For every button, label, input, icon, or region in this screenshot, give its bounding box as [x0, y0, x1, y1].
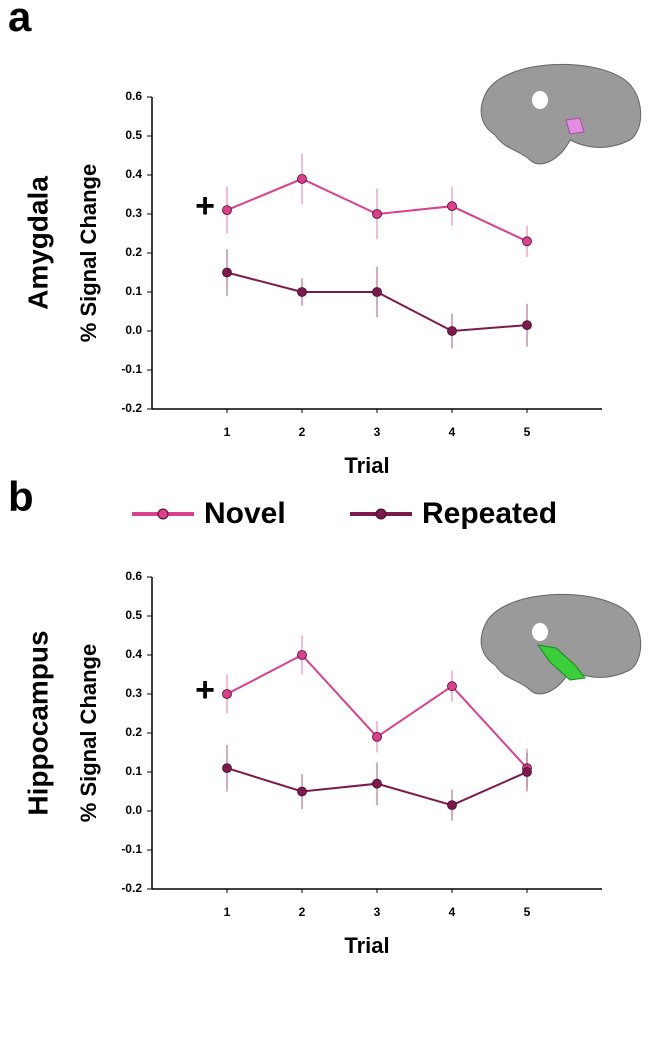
y-tick-label: 0.4	[125, 647, 142, 661]
point	[297, 287, 307, 297]
x-tick-label: 4	[449, 905, 456, 919]
x-tick-label: 4	[449, 425, 456, 439]
point	[522, 767, 532, 777]
x-tick-label: 2	[299, 905, 306, 919]
x-tick-label: 1	[224, 425, 231, 439]
y-tick-label: -0.1	[121, 362, 142, 376]
y-tick-label: 0.5	[125, 608, 142, 622]
legend-marker	[375, 508, 387, 520]
point	[372, 209, 382, 219]
y-tick-label: 0.2	[125, 725, 142, 739]
y-tick-label: 0.3	[125, 206, 142, 220]
y-tick-label: -0.1	[121, 842, 142, 856]
x-tick-label: 5	[524, 905, 531, 919]
y-axis-label: % Signal Change	[76, 164, 101, 342]
point	[222, 205, 232, 216]
y-tick-label: 0.1	[125, 764, 142, 778]
y-tick-label: 0.0	[125, 803, 142, 817]
point	[447, 681, 457, 692]
point	[297, 173, 307, 184]
legend-label: Novel	[204, 497, 286, 530]
point	[372, 287, 382, 297]
point	[297, 786, 307, 797]
x-tick-label: 3	[374, 905, 381, 919]
point	[522, 236, 532, 247]
y-tick-label: 0.5	[125, 128, 142, 142]
panel-label: a	[8, 0, 32, 40]
y-tick-label: -0.2	[121, 881, 142, 895]
legend-label: Repeated	[422, 497, 557, 530]
y-tick-label: 0.6	[125, 569, 142, 583]
x-axis-label: Trial	[344, 933, 389, 958]
region-label: Amygdala	[22, 176, 53, 310]
point	[447, 800, 457, 811]
point	[222, 689, 232, 699]
region-label: Hippocampus	[22, 630, 53, 815]
x-tick-label: 3	[374, 425, 381, 439]
panel-label: b	[8, 473, 34, 520]
annotation: +	[195, 671, 215, 709]
brain-b	[480, 593, 642, 695]
y-tick-label: 0.4	[125, 167, 142, 181]
legend-marker	[157, 508, 169, 520]
point	[222, 763, 232, 773]
point	[372, 732, 382, 742]
point	[222, 267, 232, 278]
y-tick-label: 0.1	[125, 284, 142, 298]
y-tick-label: 0.6	[125, 89, 142, 103]
point	[297, 650, 307, 660]
point	[447, 201, 457, 212]
point	[522, 320, 532, 331]
annotation: +	[195, 187, 215, 225]
x-tick-label: 2	[299, 425, 306, 439]
point	[372, 778, 382, 789]
brain-a	[480, 63, 642, 165]
x-tick-label: 1	[224, 905, 231, 919]
y-tick-label: 0.3	[125, 686, 142, 700]
point	[447, 326, 457, 336]
y-tick-label: -0.2	[121, 401, 142, 415]
y-axis-label: % Signal Change	[76, 644, 101, 822]
y-tick-label: 0.2	[125, 245, 142, 259]
x-axis-label: Trial	[344, 453, 389, 478]
x-tick-label: 5	[524, 425, 531, 439]
y-tick-label: 0.0	[125, 323, 142, 337]
